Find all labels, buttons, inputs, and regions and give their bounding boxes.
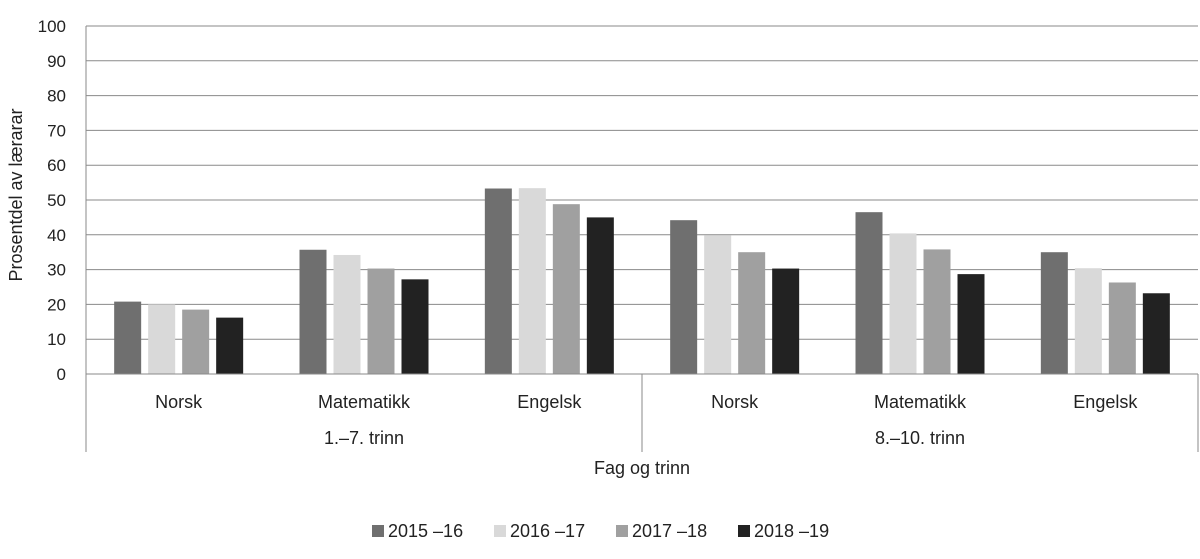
bar: [1074, 268, 1102, 374]
legend-swatch: [494, 525, 506, 537]
bar: [889, 233, 917, 374]
legend-swatch: [372, 525, 384, 537]
bar: [772, 268, 800, 374]
y-tick-label: 80: [47, 87, 66, 106]
legend: 2015 –16 2016 –17 2017 –18 2018 –19: [372, 521, 829, 541]
bar: [957, 274, 985, 374]
y-axis-title: Prosentdel av lærarar: [6, 108, 26, 281]
y-tick-label: 20: [47, 295, 66, 314]
bar: [401, 279, 429, 374]
y-tick-label: 100: [38, 17, 66, 36]
category-label: Matematikk: [318, 392, 411, 412]
y-tick-label: 30: [47, 261, 66, 280]
bar: [552, 204, 580, 374]
group-label: 1.–7. trinn: [324, 428, 404, 448]
category-label: Engelsk: [1073, 392, 1138, 412]
bar: [670, 220, 698, 374]
legend-label: 2017 –18: [632, 521, 707, 541]
bar: [114, 301, 142, 374]
bar: [855, 212, 883, 374]
bar: [1142, 293, 1170, 374]
bars: [114, 188, 1170, 374]
bar: [1108, 282, 1136, 374]
axes: 0 10 20 30 40 50 60 70 80 90 100 Norsk Matematikk Eng…: [38, 17, 1199, 452]
y-tick-label: 70: [47, 121, 66, 140]
bar: [518, 188, 546, 374]
legend-label: 2018 –19: [754, 521, 829, 541]
bar: [923, 249, 951, 374]
category-label: Engelsk: [517, 392, 582, 412]
legend-label: 2016 –17: [510, 521, 585, 541]
category-label: Norsk: [711, 392, 759, 412]
bar: [182, 309, 210, 374]
gridlines: [86, 25, 1198, 340]
x-axis-title: Fag og trinn: [594, 458, 690, 478]
legend-swatch: [738, 525, 750, 537]
y-tick-label: 90: [47, 52, 66, 71]
legend-label: 2015 –16: [388, 521, 463, 541]
y-tick-label: 60: [47, 156, 66, 175]
bar: [148, 304, 176, 374]
bar: [299, 249, 327, 374]
category-label: Matematikk: [874, 392, 967, 412]
bar: [586, 217, 614, 374]
bar: [216, 317, 244, 374]
y-tick-label: 40: [47, 226, 66, 245]
y-tick-label: 0: [57, 365, 66, 384]
bar: [738, 252, 766, 374]
y-tick-label: 50: [47, 191, 66, 210]
legend-swatch: [616, 525, 628, 537]
category-label: Norsk: [155, 392, 203, 412]
bar: [484, 188, 512, 374]
y-tick-label: 10: [47, 330, 66, 349]
bar: [1040, 252, 1068, 374]
bar: [704, 235, 732, 374]
group-label: 8.–10. trinn: [875, 428, 965, 448]
bar: [367, 268, 395, 374]
bar: [333, 254, 361, 374]
